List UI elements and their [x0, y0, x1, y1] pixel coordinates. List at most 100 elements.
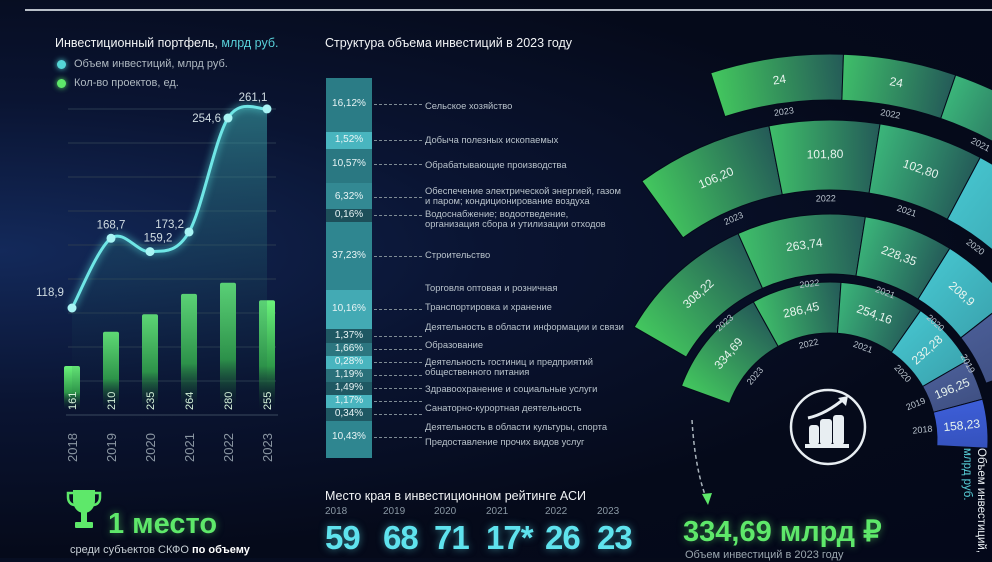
radial-year-label: 2018 [912, 424, 933, 436]
structure-segment [326, 149, 372, 183]
total-investment-caption: Объем инвестиций в 2023 году [685, 549, 844, 561]
radial-segment-2018 [932, 398, 989, 449]
portfolio-title-text: Инвестиционный портфель, [55, 36, 218, 50]
legend-item-projects: Кол-во проектов, ед. [57, 77, 179, 89]
structure-title: Структура объема инвестиций в 2023 году [325, 36, 573, 50]
structure-segment [326, 329, 372, 343]
portfolio-chart: 1612018210201923520202642021280202225520… [36, 92, 278, 462]
rating-place: 68 [383, 519, 419, 556]
segment-category-label-line: и паром; кондиционирование воздуха [425, 195, 590, 206]
rating-year: 2020 [434, 506, 457, 517]
volume-point [223, 113, 233, 123]
award-caption-text: среди субъектов СКФО [70, 544, 189, 556]
volume-value-label: 173,2 [155, 219, 184, 231]
rating-place: 17* [486, 519, 534, 556]
award-caption: среди субъектов СКФО по объему [70, 544, 250, 557]
volume-value-label: 168,7 [97, 219, 126, 231]
award-title: 1 место [108, 508, 218, 540]
radial-axis-label: Объем инвестиций, млрд руб. [948, 448, 988, 558]
radial-year-label: 2022 [880, 107, 902, 120]
structure-segment [326, 408, 372, 421]
volume-point [106, 233, 116, 243]
rating-place: 59 [325, 519, 361, 556]
legend-label: Кол-во проектов, ед. [74, 77, 179, 89]
segment-category-label: Транспортировка и хранение [425, 301, 552, 312]
radial-year-label: 2021 [896, 203, 918, 219]
leader-line [374, 414, 422, 415]
segment-pct-label: 1,66% [334, 343, 364, 354]
segment-category-label-line: Обеспечение электрической энергией, газо… [425, 185, 621, 196]
segment-pct-label: 6,32% [334, 191, 364, 202]
leader-line [374, 215, 422, 216]
rating-place: 23 [597, 519, 633, 556]
legend-dot-icon [57, 59, 66, 69]
segment-pct-label: 37,23% [332, 250, 366, 261]
volume-point [67, 303, 77, 313]
structure-segment [326, 421, 372, 458]
portfolio-title-unit: млрд руб. [221, 36, 279, 50]
segment-category-label-line: общественного питания [425, 366, 530, 377]
structure-segment [326, 290, 372, 329]
leader-line [374, 164, 422, 165]
segment-pct-label: 0,34% [334, 408, 364, 419]
leader-line [374, 256, 422, 257]
segment-pct-label: 0,28% [334, 356, 364, 367]
leader-line [374, 388, 422, 389]
rating-year: 2018 [325, 506, 348, 517]
radial-value-label: 101,80 [807, 147, 844, 162]
radial-year-label: 2019 [905, 395, 927, 412]
structure-segment [326, 270, 372, 290]
radial-year-label: 2023 [773, 105, 794, 118]
leader-line [374, 401, 422, 402]
total-investment-value: 334,69 млрд ₽ [683, 516, 882, 548]
award-caption-bold: по объему [192, 544, 250, 556]
growth-chart-icon-base [805, 444, 849, 448]
radial-axis-label-line2: млрд руб. [961, 448, 973, 501]
rating-year: 2023 [597, 506, 620, 517]
structure-segment [326, 395, 372, 408]
segment-pct-label: 0,16% [334, 209, 364, 220]
segment-category-label: Добыча полезных ископаемых [425, 134, 559, 145]
radial-value-label: 158,23 [943, 416, 981, 434]
leader-line [374, 336, 422, 337]
structure-segment [326, 343, 372, 356]
rating-place: 71 [434, 519, 470, 556]
leader-line [374, 349, 422, 350]
segment-pct-label: 10,43% [332, 431, 366, 442]
radial-value-label: 24 [888, 74, 904, 90]
pointer-arrow [691, 419, 708, 501]
volume-value-label: 159,2 [144, 233, 173, 245]
structure-segment [326, 382, 372, 395]
segment-category-label: Торговля оптовая и розничная [425, 282, 558, 293]
x-tick-label: 2022 [221, 433, 236, 462]
segment-category-label: Водоснабжение; водоотведение, организация… [425, 209, 606, 229]
x-tick-label: 2019 [104, 433, 119, 462]
leader-line [374, 362, 422, 363]
rating-year: 2021 [486, 506, 509, 517]
segment-pct-label: 16,12% [332, 98, 366, 109]
radial-segment-2021 [940, 74, 992, 142]
segment-category-label: Деятельность в области информации и связ… [425, 321, 624, 332]
radial-axis-label-line1: Объем инвестиций, [975, 448, 987, 554]
legend-dot-icon [57, 78, 66, 88]
segment-category-label: Сельское хозяйство [425, 100, 513, 111]
structure-segment [326, 78, 372, 132]
structure-segment [326, 222, 372, 270]
segment-category-label: Строительство [425, 249, 491, 260]
radial-segment-2020 [946, 156, 992, 251]
legend-label: Объем инвестиций, млрд руб. [74, 58, 228, 70]
segment-pct-label: 1,52% [334, 134, 364, 145]
segment-category-label-line: организация сбора и утилизации отходов [425, 218, 606, 229]
radial-year-label: 2022 [816, 193, 836, 203]
segment-category-label-line: Деятельность гостиниц и предприятий [425, 356, 593, 367]
structure-segment [326, 132, 372, 149]
segment-category-label: Обрабатывающие производства [425, 159, 567, 170]
segment-category-label: Здравоохранение и социальные услуги [425, 383, 598, 394]
segment-category-label: Образование [425, 339, 484, 350]
volume-point [262, 104, 272, 114]
volume-point [145, 247, 155, 257]
structure-segment [326, 356, 372, 369]
leader-line [374, 437, 422, 438]
segment-category-label: Деятельность гостиниц и предприятий общес… [425, 357, 593, 377]
pointer-arrowhead [702, 493, 712, 505]
